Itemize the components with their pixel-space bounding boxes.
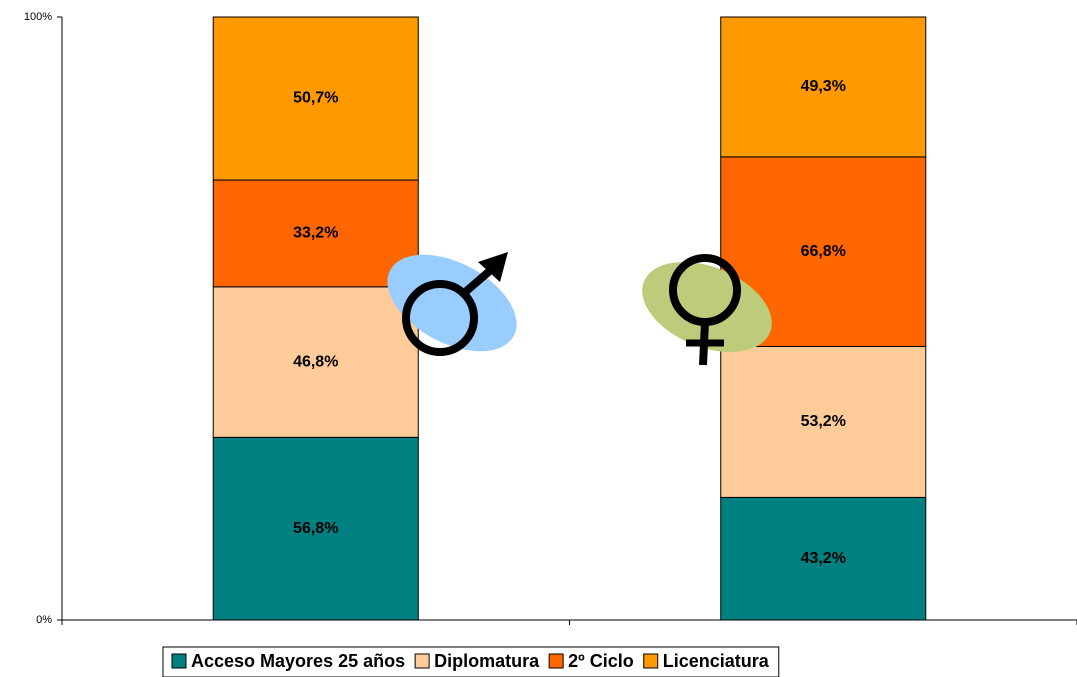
bar-segment xyxy=(212,179,419,288)
male-arrow xyxy=(478,252,508,282)
y-tick-label: 0% xyxy=(36,614,52,626)
data-label: 33,2% xyxy=(293,225,338,242)
bar-segment xyxy=(212,436,419,621)
bar-segment xyxy=(720,16,927,158)
male-ring xyxy=(402,280,478,356)
legend-label: Acceso Mayores 25 años xyxy=(191,651,405,671)
legend-swatch xyxy=(548,653,564,669)
bar-segment xyxy=(720,345,927,498)
legend-label: Licenciatura xyxy=(663,651,770,671)
bar-segment xyxy=(720,496,927,621)
data-label: 46,8% xyxy=(293,353,338,370)
legend-label: Diplomatura xyxy=(434,651,540,671)
legend-swatch xyxy=(643,653,659,669)
legend-swatch xyxy=(171,653,187,669)
legend-swatch xyxy=(414,653,430,669)
legend-box xyxy=(162,646,780,677)
bar-segment xyxy=(212,286,419,438)
data-label: 56,8% xyxy=(293,520,338,537)
bar-segment xyxy=(212,16,419,181)
data-label: 43,2% xyxy=(801,550,846,567)
y-tick-label: 100% xyxy=(24,11,52,23)
legend: Acceso Mayores 25 años Diplomatura 2º Cicl… xyxy=(162,646,780,677)
data-label: 50,7% xyxy=(293,90,338,107)
legend-label: 2º Ciclo xyxy=(568,651,634,671)
data-label: 66,8% xyxy=(801,243,846,260)
data-label: 53,2% xyxy=(801,413,846,430)
data-label: 49,3% xyxy=(801,78,846,95)
symbols xyxy=(387,252,772,366)
